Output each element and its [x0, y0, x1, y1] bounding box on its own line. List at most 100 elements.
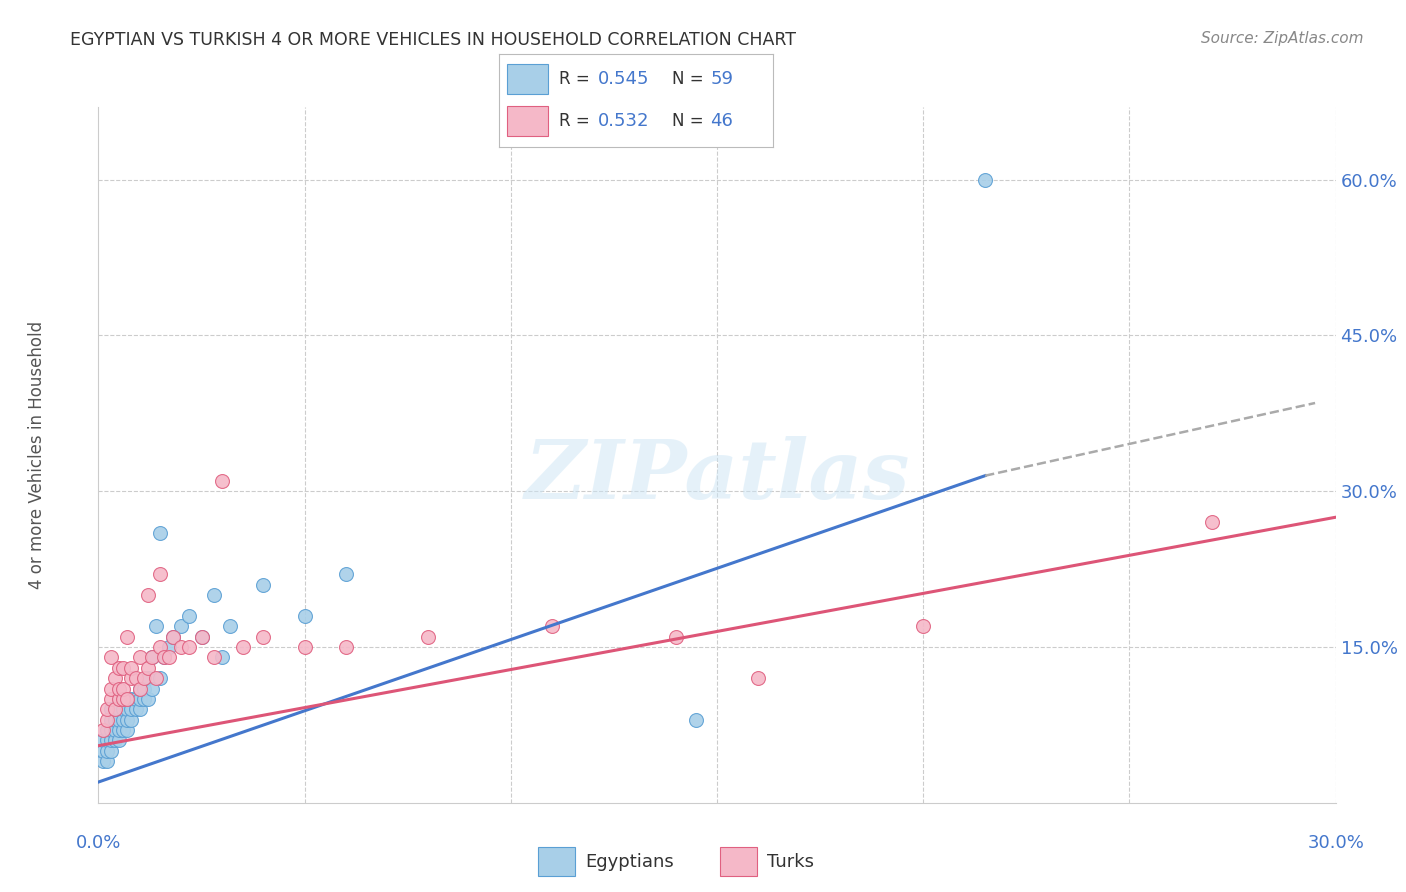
Point — [149, 640, 172, 654]
Point — [190, 630, 212, 644]
Point — [211, 650, 233, 665]
Point — [149, 671, 172, 685]
Point — [108, 702, 131, 716]
Point — [153, 650, 176, 665]
Point — [128, 650, 150, 665]
Point — [108, 692, 131, 706]
Point — [108, 681, 131, 696]
Point — [232, 640, 254, 654]
Point — [685, 713, 707, 727]
Point — [108, 692, 131, 706]
Point — [117, 713, 139, 727]
Point — [104, 702, 127, 716]
Text: 4 or more Vehicles in Household: 4 or more Vehicles in Household — [28, 321, 45, 589]
Point — [108, 733, 131, 747]
Point — [141, 650, 163, 665]
Point — [108, 723, 131, 738]
Point — [132, 692, 155, 706]
Text: 59: 59 — [710, 70, 734, 87]
Point — [141, 650, 163, 665]
Point — [136, 661, 159, 675]
Point — [170, 619, 193, 633]
Point — [117, 723, 139, 738]
Point — [104, 702, 127, 716]
Point — [120, 671, 142, 685]
Point — [100, 744, 122, 758]
Bar — [720, 847, 756, 876]
Point — [120, 692, 142, 706]
Point — [202, 588, 225, 602]
Point — [120, 661, 142, 675]
Point — [112, 713, 135, 727]
Text: 46: 46 — [710, 112, 733, 130]
Point — [100, 681, 122, 696]
Point — [120, 713, 142, 727]
Point — [96, 754, 118, 768]
Point — [541, 619, 564, 633]
Text: ZIPatlas: ZIPatlas — [524, 436, 910, 516]
Point — [1201, 516, 1223, 530]
Point — [162, 630, 184, 644]
Point — [149, 567, 172, 582]
Point — [162, 630, 184, 644]
Bar — [508, 106, 548, 136]
Point — [112, 692, 135, 706]
Point — [335, 640, 357, 654]
Point — [104, 733, 127, 747]
Point — [145, 619, 167, 633]
Point — [294, 640, 316, 654]
Point — [335, 567, 357, 582]
Point — [100, 702, 122, 716]
Point — [112, 723, 135, 738]
Point — [117, 702, 139, 716]
Point — [104, 713, 127, 727]
Point — [132, 681, 155, 696]
Text: N =: N = — [672, 112, 709, 130]
Point — [128, 692, 150, 706]
Point — [112, 702, 135, 716]
Point — [104, 723, 127, 738]
Point — [96, 733, 118, 747]
Text: 30.0%: 30.0% — [1308, 834, 1364, 852]
Point — [91, 733, 114, 747]
Text: Source: ZipAtlas.com: Source: ZipAtlas.com — [1201, 31, 1364, 46]
Point — [96, 744, 118, 758]
Point — [104, 671, 127, 685]
Point — [100, 733, 122, 747]
Point — [124, 692, 146, 706]
Point — [252, 578, 274, 592]
Point — [117, 692, 139, 706]
Point — [128, 681, 150, 696]
Point — [100, 650, 122, 665]
Point — [157, 640, 180, 654]
Point — [128, 702, 150, 716]
Point — [179, 608, 201, 623]
Point — [153, 650, 176, 665]
Text: N =: N = — [672, 70, 709, 87]
Point — [211, 474, 233, 488]
Point — [96, 723, 118, 738]
Point — [219, 619, 242, 633]
Point — [149, 525, 172, 540]
Point — [112, 661, 135, 675]
Point — [418, 630, 440, 644]
Bar — [508, 64, 548, 94]
Point — [157, 650, 180, 665]
Point — [108, 661, 131, 675]
Point — [100, 723, 122, 738]
Point — [100, 692, 122, 706]
Point — [912, 619, 935, 633]
Point — [91, 754, 114, 768]
Text: EGYPTIAN VS TURKISH 4 OR MORE VEHICLES IN HOUSEHOLD CORRELATION CHART: EGYPTIAN VS TURKISH 4 OR MORE VEHICLES I… — [70, 31, 796, 49]
Text: 0.0%: 0.0% — [76, 834, 121, 852]
Point — [100, 713, 122, 727]
Point — [747, 671, 769, 685]
Bar — [537, 847, 575, 876]
Point — [179, 640, 201, 654]
Point — [91, 744, 114, 758]
Point — [108, 713, 131, 727]
Text: Egyptians: Egyptians — [585, 853, 673, 871]
Text: Turks: Turks — [768, 853, 814, 871]
Point — [202, 650, 225, 665]
Point — [136, 692, 159, 706]
